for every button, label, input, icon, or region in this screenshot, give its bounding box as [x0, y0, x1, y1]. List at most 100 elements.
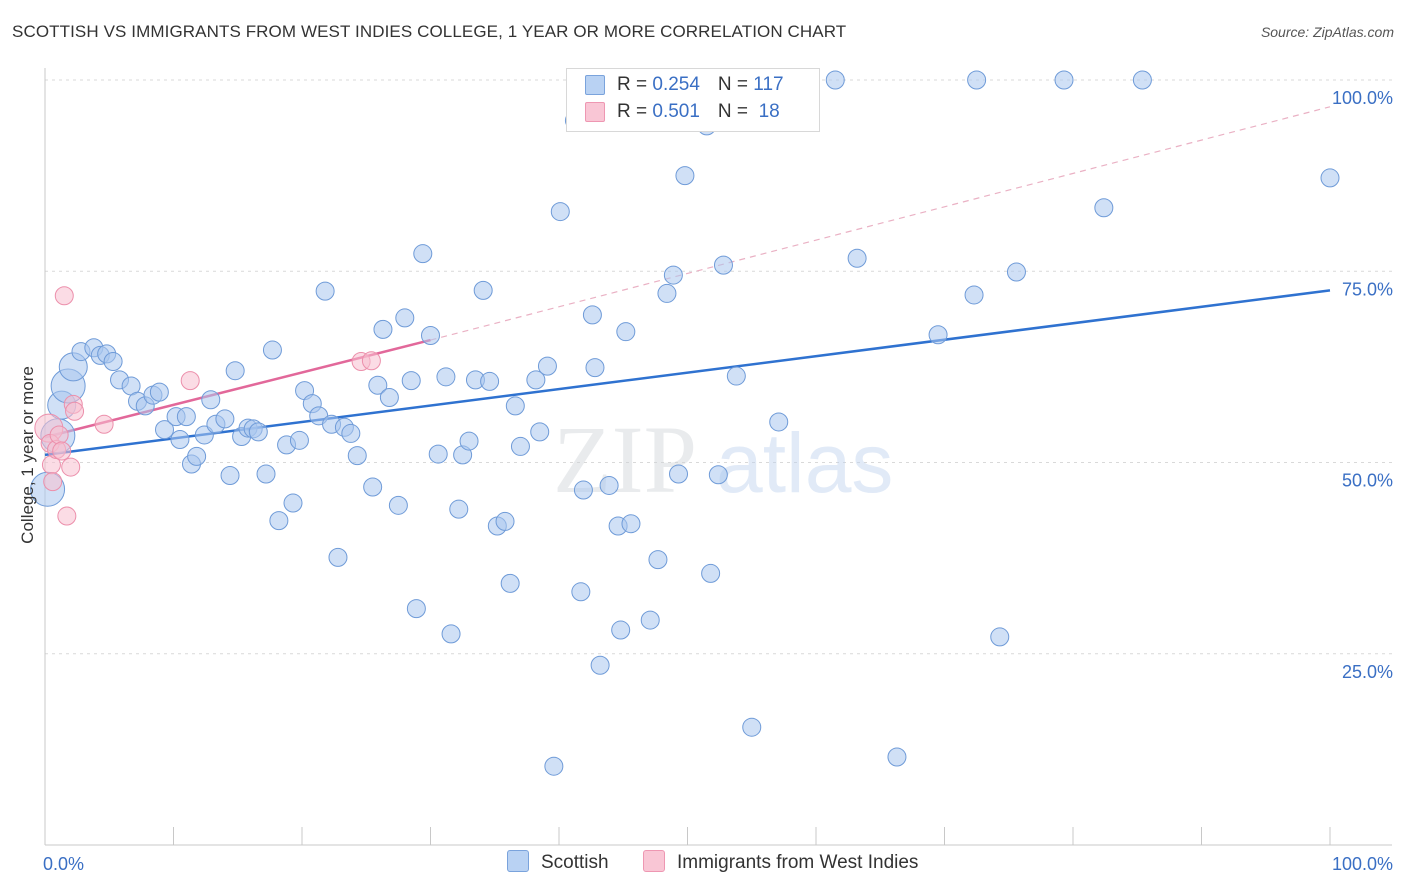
point-scottish [616, 322, 636, 342]
point-scottish [495, 511, 515, 531]
legend-swatch-west-indies [585, 101, 605, 122]
point-scottish [505, 396, 525, 416]
point-scottish [480, 371, 500, 391]
point-scottish [573, 480, 593, 500]
x-tick-label-min: 0.0% [43, 854, 84, 874]
point-scottish [401, 371, 421, 391]
point-scottish [328, 547, 348, 567]
watermark-zip: ZIP [553, 406, 697, 513]
point-scottish [269, 511, 289, 531]
point-west-indies [49, 425, 69, 445]
point-scottish [473, 280, 493, 300]
point-scottish [669, 464, 689, 484]
trend-lines [44, 106, 1331, 457]
point-scottish [582, 305, 602, 325]
point-scottish [530, 422, 550, 442]
point-scottish [428, 444, 448, 464]
point-scottish [611, 620, 631, 640]
point-scottish [621, 514, 641, 534]
point-scottish [990, 627, 1010, 647]
point-scottish [742, 717, 762, 737]
point-scottish [928, 325, 948, 345]
point-scottish [571, 582, 591, 602]
point-west-indies [43, 472, 63, 492]
point-scottish [170, 430, 190, 450]
trend-extension-west-indies [430, 106, 1331, 341]
point-scottish [500, 573, 520, 593]
point-west-indies [94, 414, 114, 434]
point-scottish [413, 244, 433, 264]
point-scottish [1132, 70, 1152, 90]
tick-labels: 100.0% 75.0% 50.0% 25.0% 0.0% 100.0% [43, 88, 1393, 874]
point-scottish [341, 423, 361, 443]
point-scottish [708, 465, 728, 485]
point-scottish [201, 390, 221, 410]
point-west-indies [65, 401, 85, 421]
point-scottish [421, 326, 440, 346]
point-scottish [406, 599, 426, 619]
point-scottish [964, 285, 984, 305]
point-scottish [1006, 262, 1026, 282]
x-tick-label-max: 100.0% [1332, 854, 1393, 874]
point-scottish [363, 477, 383, 497]
point-scottish [379, 387, 399, 407]
point-scottish [262, 340, 282, 360]
point-scottish [215, 409, 235, 429]
legend-r-label: R = [617, 74, 653, 95]
bottom-legend-label-scottish: Scottish [541, 852, 609, 874]
legend-n-value-west-indies: 18 [753, 101, 780, 122]
point-scottish [176, 407, 196, 427]
point-scottish [155, 420, 175, 440]
point-scottish [657, 283, 677, 303]
legend-row-west-indies: R = 0.501 N = 18 [585, 101, 780, 127]
point-scottish [1094, 198, 1114, 218]
point-scottish [187, 446, 207, 466]
point-scottish [315, 281, 335, 301]
legend-r-value-west-indies: 0.501 [652, 101, 700, 122]
point-west-indies [54, 286, 74, 306]
point-west-indies [52, 441, 72, 461]
point-scottish [103, 352, 123, 372]
point-scottish [373, 319, 393, 339]
bottom-legend-label-west-indies: Immigrants from West Indies [677, 852, 919, 874]
bottom-legend-swatch-west-indies [643, 850, 665, 872]
point-west-indies [180, 371, 200, 391]
point-scottish [701, 563, 721, 583]
point-scottish [544, 756, 564, 776]
point-scottish [368, 375, 388, 395]
point-scottish [769, 412, 789, 432]
point-scottish [248, 422, 268, 442]
correlation-legend: R = 0.254 N = 117 R = 0.501 N = 18 [566, 68, 820, 132]
legend-n-label: N = [717, 74, 754, 95]
bottom-legend-swatch-scottish [507, 850, 529, 872]
point-scottish [590, 655, 610, 675]
point-scottish [449, 499, 469, 519]
point-scottish [825, 70, 845, 90]
point-scottish [713, 255, 733, 275]
point-scottish [283, 493, 303, 513]
axes [44, 68, 1392, 846]
watermark-atlas: atlas [716, 416, 893, 510]
point-scottish [675, 166, 695, 186]
point-scottish [599, 475, 619, 495]
point-scottish [149, 382, 169, 402]
point-scottish [550, 202, 570, 222]
legend-r-label: R = [617, 101, 653, 122]
grid-lines [45, 79, 1392, 655]
legend-n-value-scottish: 117 [753, 74, 784, 95]
point-scottish [887, 747, 907, 767]
y-tick-label: 50.0% [1342, 471, 1393, 491]
point-scottish [1320, 168, 1340, 188]
point-scottish [441, 624, 461, 644]
point-west-indies [57, 506, 77, 526]
point-scottish [225, 361, 245, 381]
point-scottish [395, 308, 415, 328]
legend-n-label: N = [717, 101, 754, 122]
point-scottish [640, 610, 660, 630]
watermark: ZIP atlas [553, 406, 893, 513]
point-scottish [256, 464, 276, 484]
point-scottish [967, 70, 987, 90]
point-scottish [347, 446, 367, 466]
point-scottish [289, 430, 309, 450]
